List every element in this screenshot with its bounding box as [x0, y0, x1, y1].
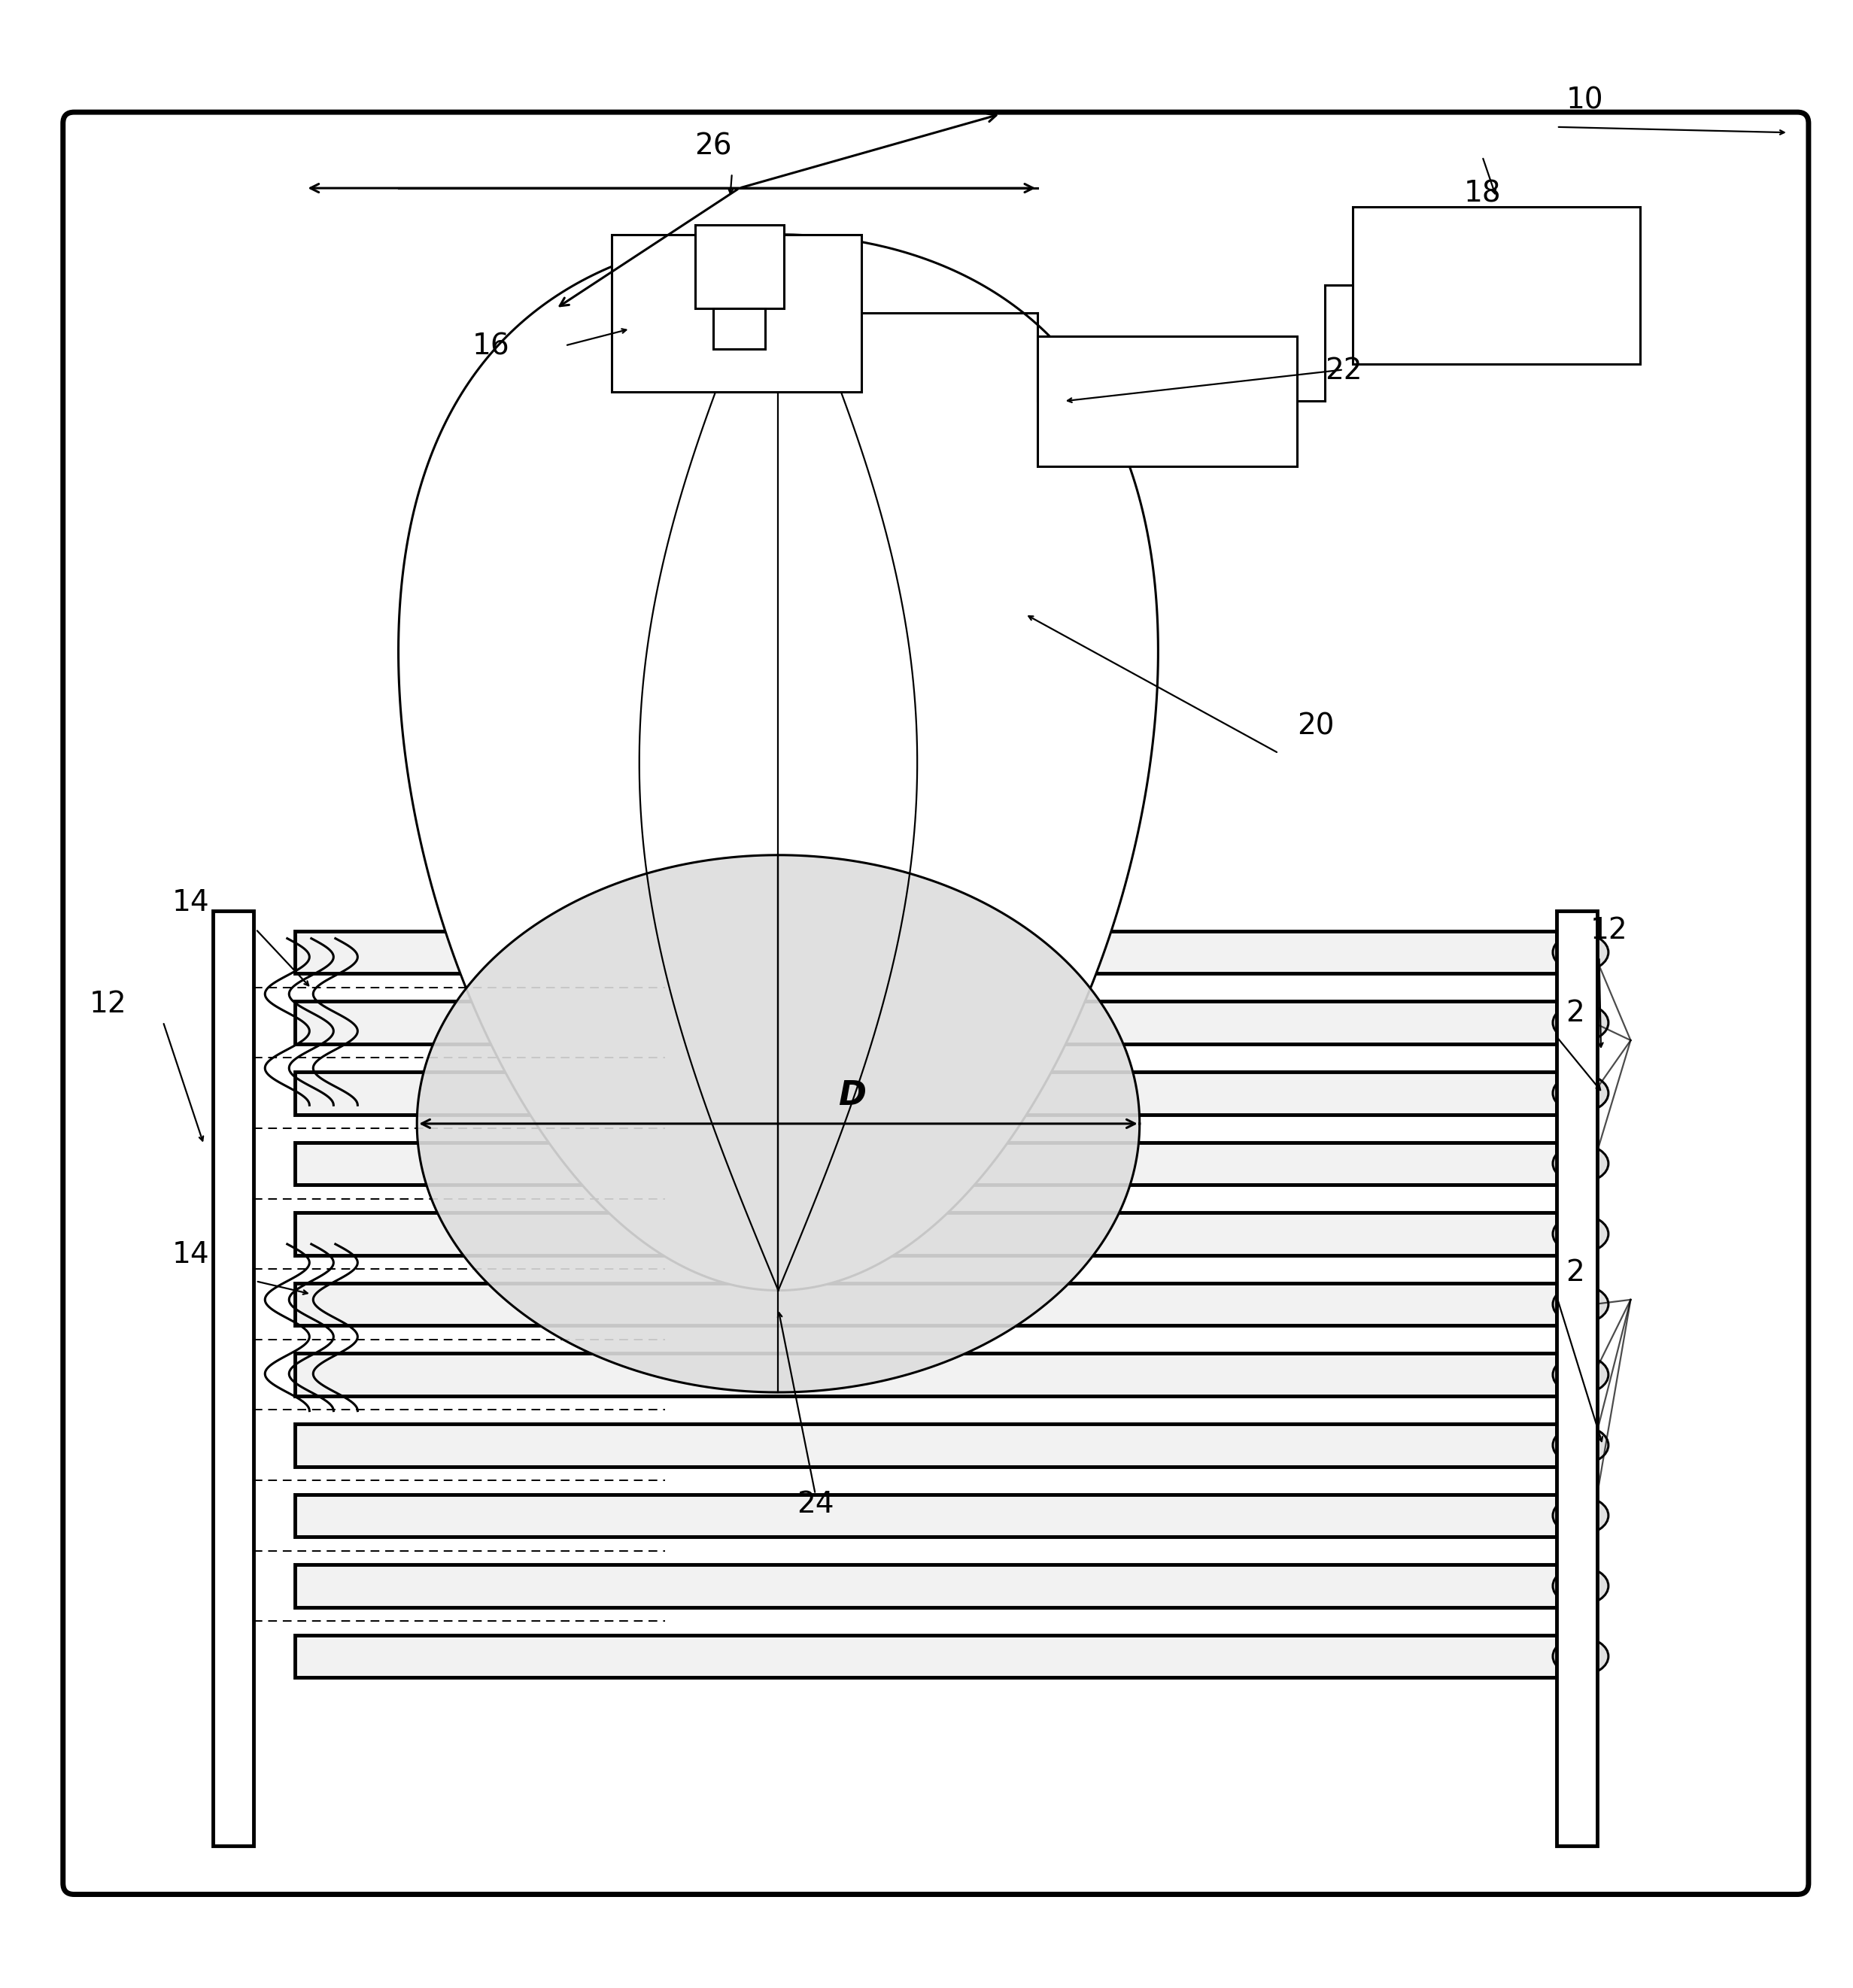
Text: 20: 20	[1297, 712, 1334, 742]
Bar	[295, 930, 1557, 974]
Ellipse shape	[1553, 934, 1608, 970]
Text: 12: 12	[1590, 916, 1627, 944]
Text: 18: 18	[1464, 179, 1501, 209]
Ellipse shape	[1553, 1004, 1608, 1042]
Bar	[713, 308, 765, 350]
Text: 2: 2	[1566, 1258, 1584, 1286]
Ellipse shape	[1553, 1356, 1608, 1394]
Bar	[295, 1072, 1557, 1115]
Text: 24: 24	[797, 1491, 834, 1519]
Polygon shape	[398, 235, 1158, 1290]
Bar	[295, 1002, 1557, 1044]
Ellipse shape	[1553, 1215, 1608, 1252]
Bar	[1353, 207, 1640, 364]
Bar	[295, 1565, 1557, 1606]
Ellipse shape	[1553, 1145, 1608, 1183]
Bar	[611, 235, 862, 392]
Ellipse shape	[1553, 1497, 1608, 1535]
Ellipse shape	[1553, 1638, 1608, 1676]
Bar	[295, 1282, 1557, 1326]
Text: 10: 10	[1566, 85, 1603, 115]
Text: 14: 14	[172, 1241, 209, 1268]
Bar	[1038, 336, 1297, 465]
Bar	[695, 225, 784, 308]
Polygon shape	[417, 855, 1140, 1392]
Ellipse shape	[1553, 1567, 1608, 1604]
Text: 2: 2	[1566, 1000, 1584, 1028]
Bar	[295, 1213, 1557, 1254]
Bar	[295, 1354, 1557, 1396]
Bar	[295, 1495, 1557, 1537]
Ellipse shape	[1553, 1074, 1608, 1111]
Ellipse shape	[1553, 1286, 1608, 1324]
Text: 22: 22	[1325, 356, 1362, 386]
Text: 26: 26	[695, 133, 732, 161]
Bar	[295, 1423, 1557, 1467]
FancyBboxPatch shape	[63, 111, 1809, 1895]
Bar	[213, 911, 254, 1847]
Text: 16: 16	[473, 332, 510, 362]
Bar	[295, 1143, 1557, 1185]
Text: 12: 12	[89, 990, 126, 1018]
Bar	[1557, 911, 1597, 1847]
Text: D: D	[838, 1079, 867, 1111]
Text: 14: 14	[172, 889, 209, 916]
Ellipse shape	[1553, 1425, 1608, 1463]
Bar	[295, 1634, 1557, 1678]
